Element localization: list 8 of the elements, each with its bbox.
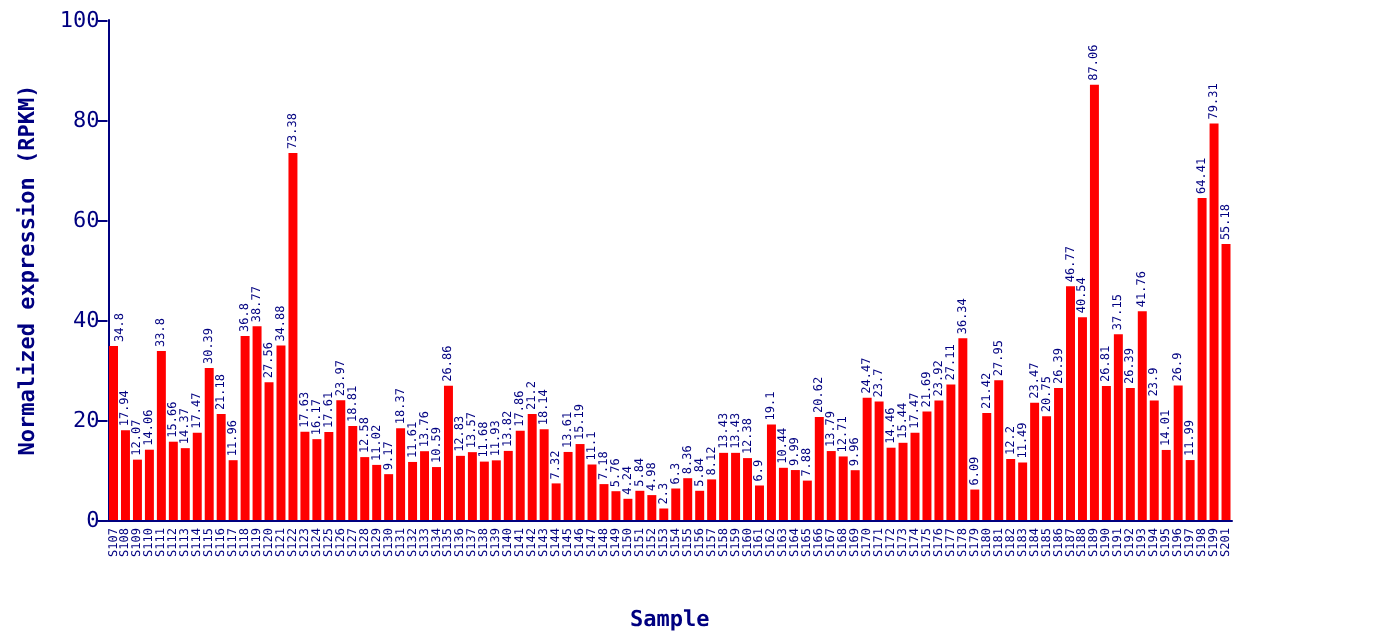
y-tick-label: 0: [86, 507, 100, 533]
x-axis-title: Sample: [630, 606, 711, 632]
y-tick-label: 60: [73, 207, 100, 233]
y-axis-title: Normalized expression (RPKM): [14, 84, 40, 456]
y-tick-label: 20: [73, 407, 100, 433]
y-tick-label: 40: [73, 307, 100, 333]
y-tick-label: 80: [73, 107, 100, 133]
y-tick-label: 100: [59, 7, 100, 33]
